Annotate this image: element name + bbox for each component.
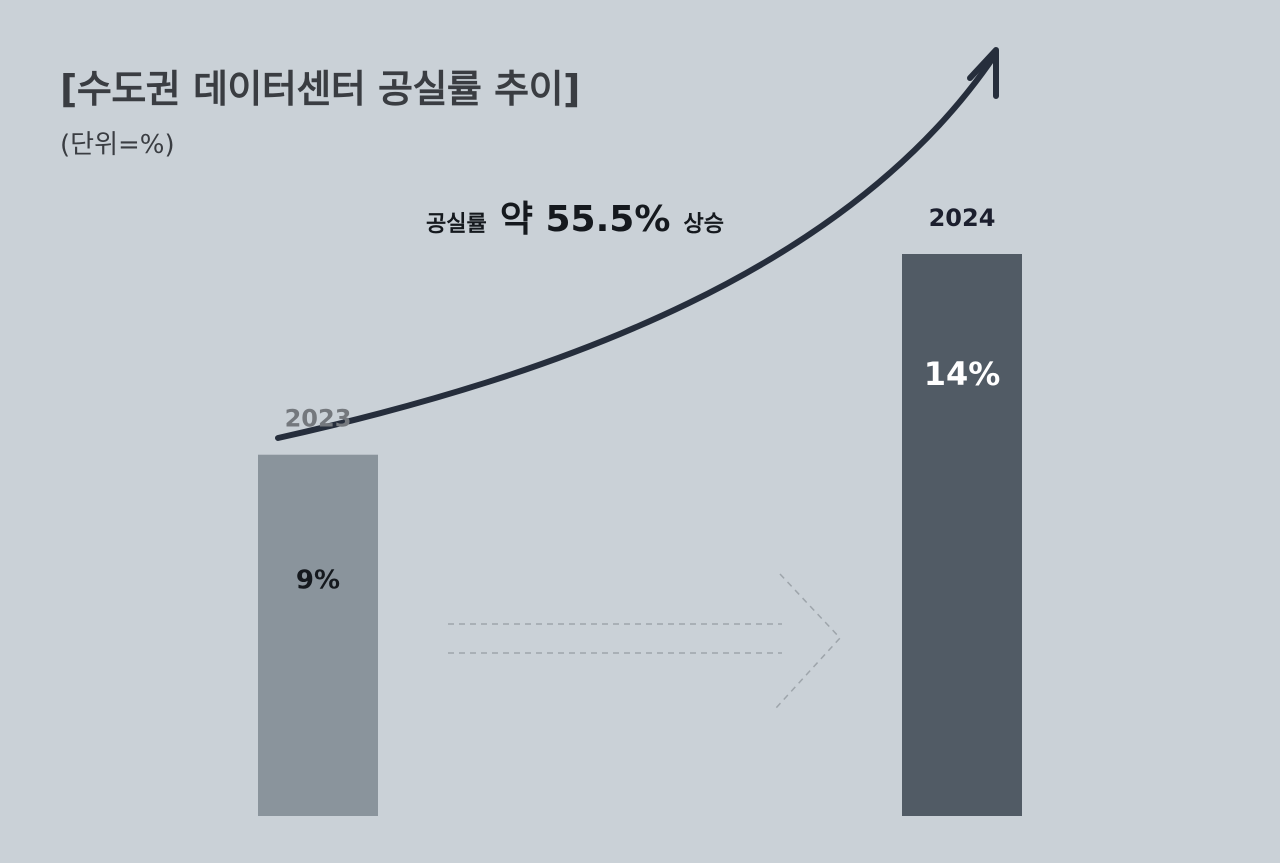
dashed-arrow-icon	[448, 573, 842, 709]
trend-annotation: 공실률 약 55.5% 상승	[426, 199, 724, 240]
unit-label: (단위=%)	[60, 130, 175, 160]
trend-arrow-head-icon	[967, 47, 999, 99]
category-label-2024: 2024	[929, 204, 996, 232]
chart-title: [수도권 데이터센터 공실률 추이]	[60, 67, 580, 111]
annotation-emphasis: 약 55.5%	[500, 199, 671, 240]
value-label-2023: 9%	[296, 566, 340, 596]
annotation-suffix: 상승	[683, 212, 723, 237]
bar-2024	[902, 254, 1022, 816]
trend-curve	[275, 52, 998, 441]
annotation-prefix: 공실률	[426, 212, 487, 237]
value-label-2024: 14%	[924, 355, 1001, 393]
category-label-2023: 2023	[285, 405, 352, 433]
bar-2023	[258, 454, 378, 816]
